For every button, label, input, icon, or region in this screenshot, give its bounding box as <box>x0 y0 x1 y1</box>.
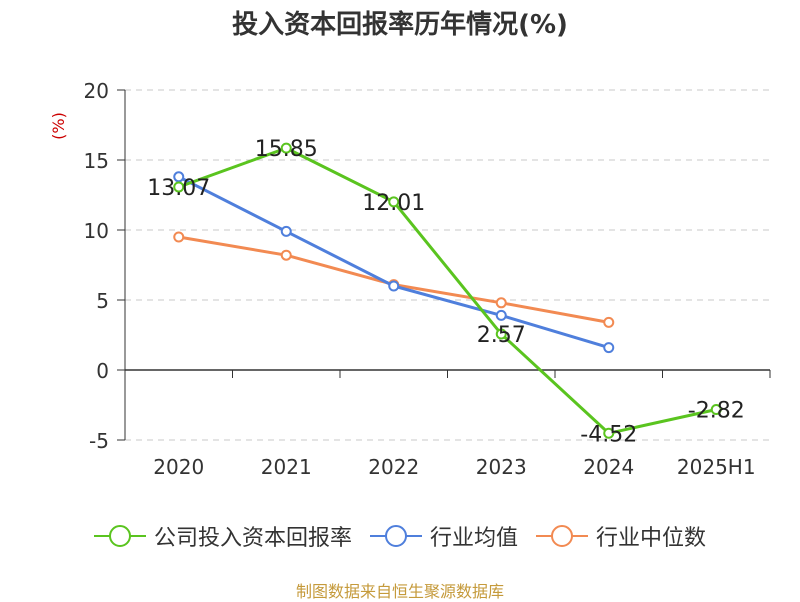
axes: 20 15 10 5 0 -5 2020 2021 2022 2023 2024 2025H1 <box>84 79 771 479</box>
data-point <box>388 196 400 208</box>
data-point <box>280 249 292 261</box>
data-label: -4.52 <box>580 422 637 447</box>
data-point <box>173 171 185 183</box>
data-label: -2.82 <box>688 398 745 423</box>
data-point <box>388 280 400 292</box>
data-label: 2.57 <box>477 323 526 348</box>
legend-marker-icon <box>93 524 146 548</box>
series-lines <box>173 142 722 439</box>
x-tick-label: 2025H1 <box>677 455 756 479</box>
y-tick-label: 15 <box>84 149 109 173</box>
legend-item-company[interactable]: 公司投入资本回报率 <box>93 520 352 552</box>
series-line <box>178 146 717 435</box>
x-tick-label: 2021 <box>261 455 312 479</box>
legend-dot <box>108 525 131 547</box>
y-tick-label: -5 <box>89 429 109 453</box>
y-tick-label: 5 <box>96 289 109 313</box>
data-point <box>173 231 185 243</box>
legend-item-industry-median[interactable]: 行业中位数 <box>536 520 706 552</box>
legend-dot <box>384 525 407 547</box>
data-source-note: 制图数据来自恒生聚源数据库 <box>295 582 504 601</box>
legend-label: 行业均值 <box>429 526 518 551</box>
legend-marker-icon <box>536 524 588 548</box>
data-point <box>280 142 292 154</box>
data-point <box>603 316 615 328</box>
data-point <box>495 309 507 321</box>
data-point <box>710 403 722 415</box>
y-tick-label: 10 <box>84 219 109 243</box>
y-tick-label: 0 <box>96 359 109 383</box>
data-point <box>603 342 615 354</box>
legend-marker-icon <box>369 524 422 548</box>
data-label: 13.07 <box>147 176 210 201</box>
y-tick-label: 20 <box>84 79 109 103</box>
legend-label: 行业中位数 <box>596 526 707 551</box>
x-tick-label: 2023 <box>476 455 527 479</box>
chart-title: 投入资本回报率历年情况(%) <box>232 10 568 40</box>
data-point <box>495 297 507 309</box>
data-point <box>173 181 185 193</box>
legend-label: 公司投入资本回报率 <box>153 526 352 551</box>
y-axis-label: (%) <box>49 112 68 140</box>
legend: 公司投入资本回报率 行业均值 行业中位数 <box>0 518 800 554</box>
data-point <box>495 328 507 340</box>
data-label: 15.85 <box>255 137 318 162</box>
legend-item-industry-mean[interactable]: 行业均值 <box>369 520 518 552</box>
data-label: 12.01 <box>362 191 425 216</box>
line-chart: 20 15 10 5 0 -5 2020 2021 2022 2023 2024 2025H1 (%)… <box>49 79 771 479</box>
x-tick-label: 2024 <box>583 455 634 479</box>
x-tick-label: 2020 <box>153 455 204 479</box>
data-labels: 13.07 15.85 12.01 2.57 -4.52 -2.82 <box>147 137 744 447</box>
legend-dot <box>551 525 573 547</box>
gridlines <box>125 89 770 441</box>
data-point <box>603 427 615 439</box>
x-tick-label: 2022 <box>368 455 419 479</box>
data-point <box>280 225 292 237</box>
